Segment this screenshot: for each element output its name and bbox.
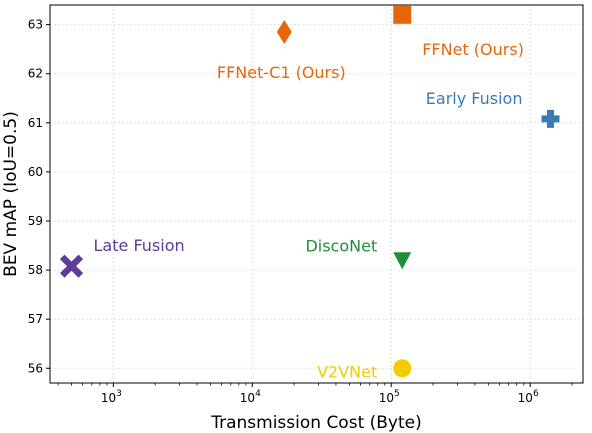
point-label: DiscoNet: [305, 236, 377, 255]
y-tick-label: 56: [28, 361, 43, 375]
y-tick-label: 62: [28, 67, 43, 81]
axis-ticks: 56 57 58 59 60 61 62 63 103 104 105 106: [28, 18, 573, 405]
point-label: V2VNet: [317, 362, 377, 381]
point-labels: FFNet (Ours) FFNet-C1 (Ours) Early Fusion L…: [94, 40, 524, 381]
x-marker-stroke: [59, 254, 84, 278]
x-tick-label: 104: [240, 389, 261, 405]
point-label: Late Fusion: [94, 236, 185, 255]
point-marker-plus: [541, 109, 560, 128]
point-label: Early Fusion: [426, 89, 523, 108]
point-label: FFNet (Ours): [422, 40, 524, 59]
point-marker-circle: [393, 359, 412, 378]
point-marker-diamond: [276, 20, 292, 44]
x-tick-label: 105: [379, 389, 400, 405]
y-tick-label: 60: [28, 165, 43, 179]
point-marker-x: [59, 254, 84, 278]
y-tick-label: 58: [28, 263, 43, 277]
y-tick-label: 57: [28, 312, 43, 326]
point-label: FFNet-C1 (Ours): [217, 63, 346, 82]
data-points: [59, 5, 560, 378]
x-tick-label: 103: [101, 389, 122, 405]
y-tick-label: 61: [28, 116, 43, 130]
x-axis-title: Transmission Cost (Byte): [210, 413, 422, 433]
x-tick-label: 106: [518, 389, 539, 405]
point-marker-triangle-down: [393, 252, 412, 270]
y-tick-label: 59: [28, 214, 43, 228]
point-marker-square: [393, 5, 412, 24]
plot-area-frame: [49, 4, 584, 384]
grid: [50, 5, 583, 383]
y-tick-label: 63: [28, 18, 43, 32]
y-axis-title: BEV mAP (IoU=0.5): [1, 111, 21, 277]
